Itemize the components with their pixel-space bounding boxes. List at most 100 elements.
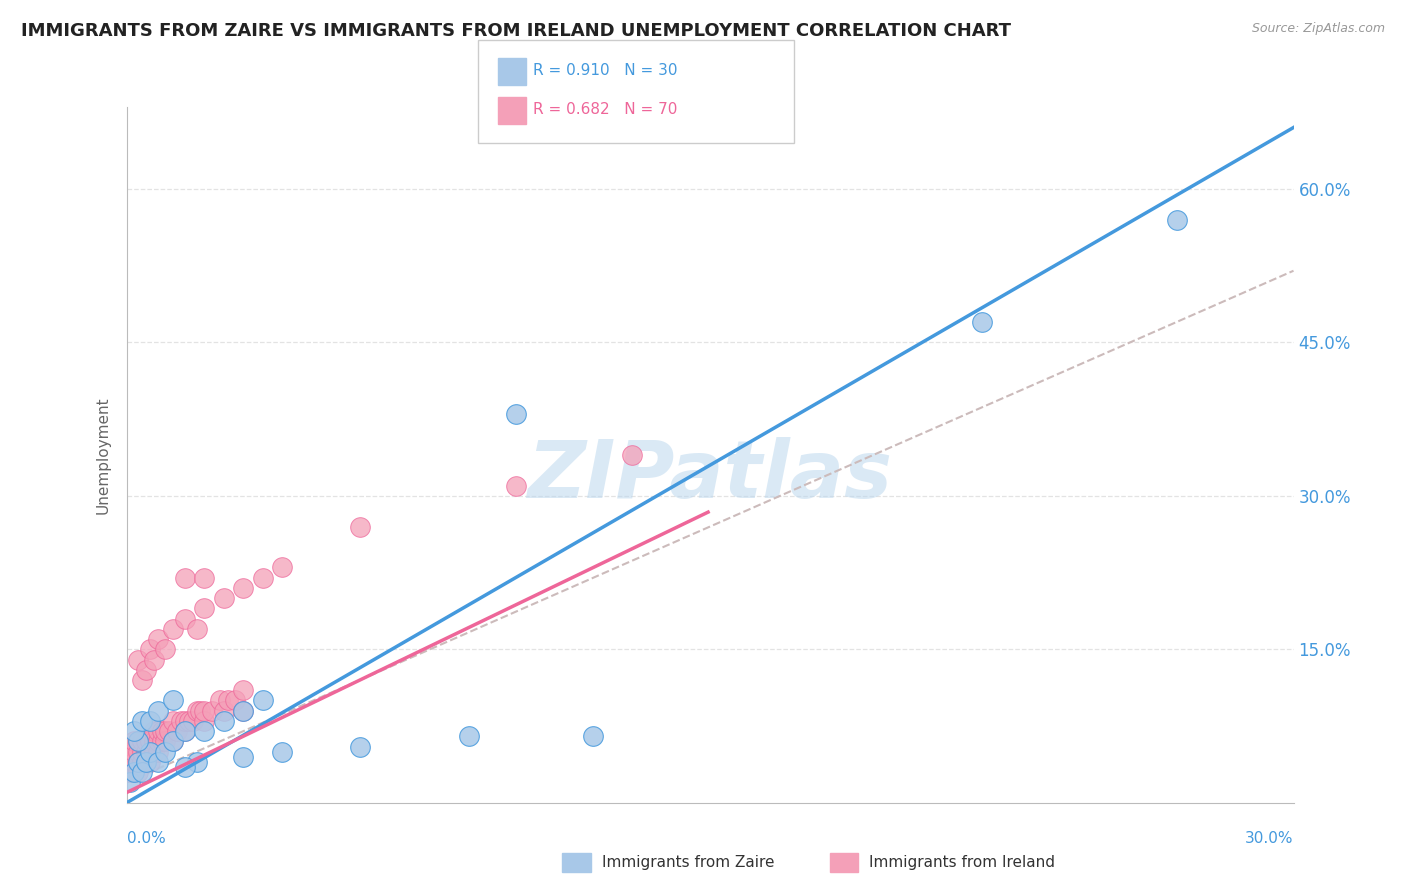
Point: [271, 745, 294, 759]
Point: [232, 749, 254, 764]
Point: [457, 729, 479, 743]
Point: [139, 755, 162, 769]
Point: [127, 734, 149, 748]
Point: [120, 755, 142, 769]
Point: [135, 745, 157, 759]
Point: [131, 755, 153, 769]
Point: [131, 745, 153, 759]
Point: [120, 765, 142, 780]
Point: [150, 724, 173, 739]
Point: [131, 765, 153, 780]
Text: Source: ZipAtlas.com: Source: ZipAtlas.com: [1251, 22, 1385, 36]
Text: Immigrants from Zaire: Immigrants from Zaire: [602, 855, 775, 870]
Point: [186, 704, 208, 718]
Point: [181, 714, 204, 728]
Text: R = 0.910   N = 30: R = 0.910 N = 30: [533, 63, 678, 78]
Point: [232, 704, 254, 718]
Point: [174, 571, 197, 585]
Point: [162, 714, 184, 728]
Point: [193, 714, 215, 728]
Point: [139, 734, 162, 748]
Point: [139, 745, 162, 759]
Point: [135, 755, 157, 769]
Point: [157, 724, 180, 739]
Point: [135, 663, 157, 677]
Text: Immigrants from Ireland: Immigrants from Ireland: [869, 855, 1054, 870]
Point: [127, 652, 149, 666]
Point: [142, 724, 165, 739]
Point: [252, 693, 274, 707]
Point: [127, 745, 149, 759]
Point: [174, 612, 197, 626]
Point: [146, 755, 169, 769]
Point: [127, 734, 149, 748]
Point: [505, 407, 527, 421]
Point: [582, 729, 605, 743]
Point: [146, 724, 169, 739]
Point: [252, 571, 274, 585]
Point: [120, 775, 142, 789]
Point: [177, 714, 200, 728]
Point: [162, 734, 184, 748]
Point: [155, 642, 177, 657]
Point: [166, 724, 188, 739]
Point: [155, 734, 177, 748]
Point: [131, 734, 153, 748]
Text: ZIPatlas: ZIPatlas: [527, 437, 893, 515]
Point: [135, 755, 157, 769]
Point: [127, 755, 149, 769]
Text: IMMIGRANTS FROM ZAIRE VS IMMIGRANTS FROM IRELAND UNEMPLOYMENT CORRELATION CHART: IMMIGRANTS FROM ZAIRE VS IMMIGRANTS FROM…: [21, 22, 1011, 40]
Point: [212, 714, 235, 728]
Point: [146, 704, 169, 718]
Point: [349, 739, 371, 754]
Point: [124, 745, 146, 759]
Point: [217, 693, 239, 707]
Point: [174, 760, 197, 774]
Point: [186, 755, 208, 769]
Point: [124, 734, 146, 748]
Point: [155, 724, 177, 739]
Point: [146, 632, 169, 646]
Point: [232, 581, 254, 595]
Point: [190, 704, 212, 718]
Point: [155, 745, 177, 759]
Point: [271, 560, 294, 574]
Point: [170, 714, 193, 728]
Point: [1166, 212, 1188, 227]
Point: [232, 683, 254, 698]
Point: [131, 714, 153, 728]
Point: [193, 601, 215, 615]
Point: [224, 693, 246, 707]
Point: [124, 755, 146, 769]
Point: [505, 478, 527, 492]
Point: [120, 745, 142, 759]
Point: [162, 622, 184, 636]
Point: [150, 734, 173, 748]
Point: [146, 745, 169, 759]
Point: [139, 745, 162, 759]
Point: [124, 724, 146, 739]
Point: [186, 622, 208, 636]
Point: [139, 642, 162, 657]
Point: [124, 765, 146, 780]
Point: [146, 734, 169, 748]
Point: [142, 652, 165, 666]
Point: [174, 724, 197, 739]
Point: [212, 591, 235, 606]
Point: [174, 724, 197, 739]
Point: [208, 693, 231, 707]
Point: [142, 745, 165, 759]
Y-axis label: Unemployment: Unemployment: [96, 396, 111, 514]
Point: [621, 448, 644, 462]
Point: [972, 315, 994, 329]
Point: [201, 704, 224, 718]
Text: 30.0%: 30.0%: [1246, 831, 1294, 846]
Point: [232, 704, 254, 718]
Point: [193, 704, 215, 718]
Point: [174, 714, 197, 728]
Point: [142, 734, 165, 748]
Point: [193, 724, 215, 739]
Point: [135, 734, 157, 748]
Point: [162, 693, 184, 707]
Point: [162, 734, 184, 748]
